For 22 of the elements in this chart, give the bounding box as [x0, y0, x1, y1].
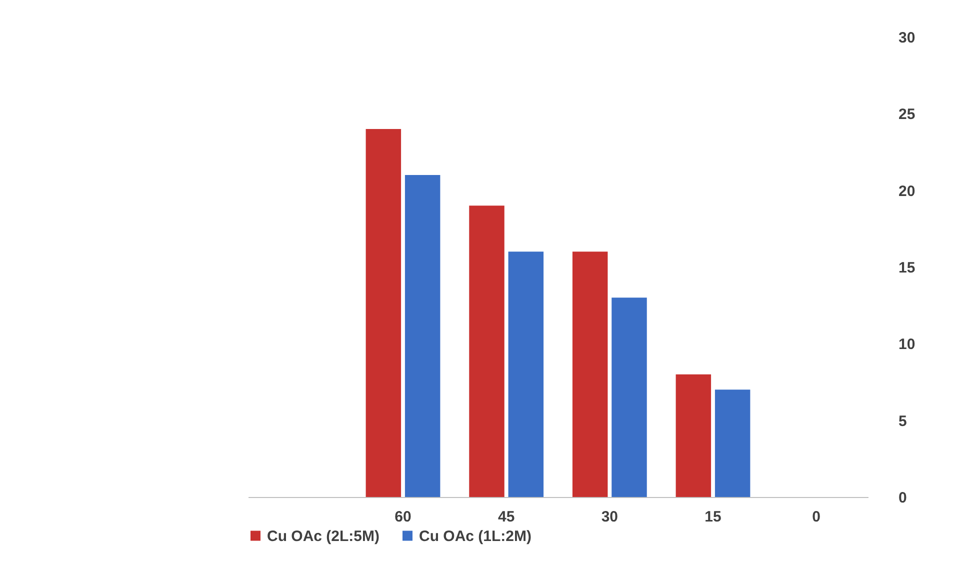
- x-tick-label: 0: [812, 508, 821, 526]
- bar: [572, 252, 608, 497]
- bar: [366, 129, 402, 497]
- bar: [676, 374, 712, 497]
- y-tick-label: 15: [898, 260, 916, 276]
- y-tick-label: 30: [898, 30, 916, 46]
- x-tick-label: 30: [601, 508, 618, 526]
- bar: [508, 252, 544, 497]
- y-tick-label: 5: [898, 412, 907, 430]
- bar: [404, 175, 440, 497]
- legend-label: Cu OAc (1L:2M): [419, 528, 532, 545]
- bar: [469, 206, 504, 497]
- y-tick-label: 25: [898, 106, 916, 124]
- bar: [612, 298, 647, 497]
- y-tick-label: 10: [898, 336, 916, 354]
- x-tick-label: 45: [498, 508, 515, 526]
- legend-label: Cu OAc (2L:5M): [267, 528, 380, 545]
- bar: [714, 390, 750, 497]
- y-tick-label: 0: [898, 490, 907, 506]
- x-tick-label: 15: [704, 508, 722, 526]
- y-tick-label: 20: [898, 182, 916, 200]
- x-tick-label: 60: [394, 508, 412, 526]
